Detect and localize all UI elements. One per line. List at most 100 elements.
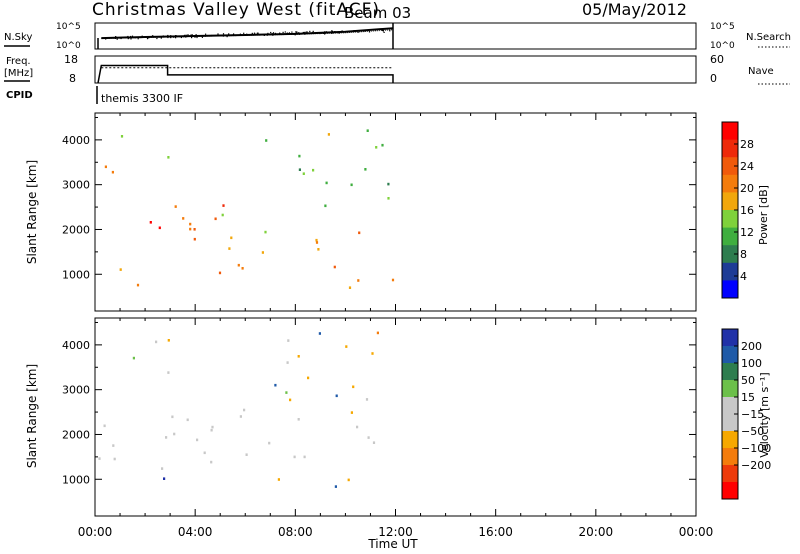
echo-cell bbox=[214, 217, 217, 221]
colorbar-swatch bbox=[722, 346, 738, 364]
nsky-point bbox=[222, 35, 224, 37]
nsky-frame bbox=[94, 22, 697, 50]
echo-cell bbox=[113, 457, 116, 461]
nsky-point bbox=[319, 32, 321, 35]
nsky-point bbox=[185, 36, 187, 38]
power-cbar-label: Power [dB] bbox=[757, 185, 770, 245]
nsky-point bbox=[228, 33, 230, 35]
power-x-ticks bbox=[94, 113, 697, 311]
velocity-frame bbox=[94, 317, 697, 517]
nave-tick-bottom: 0 bbox=[710, 72, 717, 85]
colorbar-swatch bbox=[722, 157, 738, 176]
nsky-point bbox=[151, 35, 154, 37]
freq-series-line bbox=[97, 64, 394, 84]
time-tick-label: 00:00 bbox=[679, 525, 714, 539]
nsky-series-line bbox=[101, 27, 394, 40]
echo-cell bbox=[149, 221, 152, 224]
echo-cell bbox=[182, 217, 185, 220]
y-tick-label: 4000 bbox=[62, 134, 90, 147]
echo-cell bbox=[222, 204, 225, 207]
nsky-point bbox=[331, 32, 333, 34]
nsky-point bbox=[127, 38, 129, 40]
echo-cell bbox=[136, 283, 140, 287]
nsky-point bbox=[294, 34, 296, 36]
y-tick-label: 3000 bbox=[62, 179, 90, 192]
echo-cell bbox=[111, 170, 114, 174]
nsky-point bbox=[305, 33, 307, 35]
nsearch-label: N.Search bbox=[746, 32, 791, 43]
nsky-point bbox=[324, 33, 326, 35]
velocity-y-ticks: 1000 2000 3000 4000 bbox=[62, 321, 696, 486]
y-tick-label: 2000 bbox=[62, 428, 90, 441]
colorbar-tick-label: 16 bbox=[740, 204, 754, 217]
nsky-point bbox=[263, 34, 265, 36]
echo-cell bbox=[302, 172, 305, 175]
nsky-point bbox=[331, 30, 333, 32]
nsky-point bbox=[127, 35, 129, 38]
nsky-point bbox=[187, 34, 189, 36]
echo-cell bbox=[158, 226, 161, 230]
colorbar-tick-label: 50 bbox=[741, 374, 755, 387]
nsky-point bbox=[297, 32, 299, 34]
nsky-point bbox=[170, 35, 172, 37]
echo-cell bbox=[387, 197, 390, 200]
nsky-point bbox=[191, 37, 193, 39]
echo-cell bbox=[265, 139, 268, 142]
echo-cell bbox=[327, 133, 330, 136]
echo-cell bbox=[268, 441, 271, 445]
y-tick-label: 1000 bbox=[62, 473, 90, 486]
nsky-point bbox=[137, 38, 139, 40]
nsky-point bbox=[289, 33, 291, 35]
freq-tick-top: 18 bbox=[64, 53, 78, 66]
nsky-point bbox=[312, 32, 314, 34]
nsky-point bbox=[167, 34, 169, 37]
nave-label: Nave bbox=[748, 66, 774, 77]
echo-cell bbox=[293, 455, 296, 459]
colorbar-tick-label: 15 bbox=[741, 391, 755, 404]
echo-cell bbox=[286, 361, 289, 364]
echo-cell bbox=[104, 165, 107, 169]
echo-cell bbox=[350, 411, 353, 414]
echo-cell bbox=[274, 383, 277, 387]
nsky-point bbox=[304, 31, 306, 33]
echo-cell bbox=[161, 467, 164, 470]
nsky-point bbox=[183, 36, 185, 38]
colorbar-tick-label: 100 bbox=[741, 357, 762, 370]
nsky-point bbox=[279, 32, 281, 34]
nsky-point bbox=[115, 36, 117, 38]
freq-unit: [MHz] bbox=[4, 68, 33, 79]
colorbar-tick-label: 4 bbox=[740, 270, 747, 283]
echo-cell bbox=[241, 267, 244, 270]
nsky-point bbox=[253, 32, 256, 34]
nsky-point bbox=[299, 33, 301, 35]
nsky-point bbox=[167, 36, 169, 39]
echo-cell bbox=[287, 339, 290, 342]
nsky-point bbox=[364, 30, 366, 32]
nsky-point bbox=[302, 31, 304, 34]
cpid-row: CPID themis 3300 IF bbox=[6, 86, 183, 105]
nsky-point bbox=[268, 33, 270, 36]
echo-cell bbox=[357, 279, 360, 282]
time-tick-label: 12:00 bbox=[378, 525, 413, 539]
nsky-point bbox=[284, 31, 286, 33]
echo-cell bbox=[347, 478, 350, 482]
echo-cell bbox=[381, 143, 384, 147]
echo-cell bbox=[264, 230, 267, 234]
nsky-point bbox=[204, 35, 207, 37]
colorbar-swatch bbox=[722, 448, 738, 466]
echo-cell bbox=[285, 391, 288, 394]
nsky-point bbox=[324, 31, 326, 33]
time-tick-label: 04:00 bbox=[178, 525, 213, 539]
nsky-point bbox=[239, 33, 241, 35]
nsky-point bbox=[106, 37, 108, 39]
y-tick-label: 2000 bbox=[62, 223, 90, 236]
colorbar-swatch bbox=[722, 482, 738, 500]
nsky-point bbox=[231, 34, 233, 36]
nsky-point bbox=[160, 36, 162, 38]
echo-cell bbox=[315, 238, 318, 242]
nsky-point bbox=[274, 32, 277, 34]
nsky-point bbox=[368, 31, 371, 33]
nsky-point bbox=[295, 31, 297, 33]
echo-cell bbox=[103, 424, 106, 428]
nsky-tick-bottom: 10^0 bbox=[56, 41, 81, 51]
